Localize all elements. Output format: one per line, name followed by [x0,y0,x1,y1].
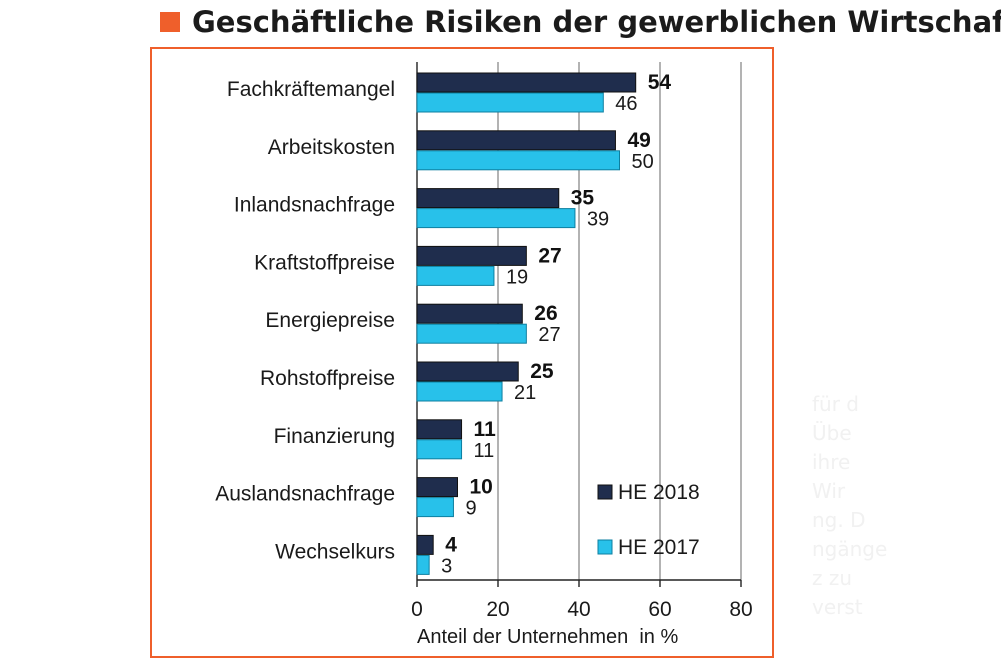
category-label-energiepreise: Energiepreise [265,309,395,332]
bar-2018-inlandsnachfrage [416,188,560,209]
value-label-2017-inlandsnachfrage: 39 [587,209,609,231]
background-faded-text: für d Übe ihre Wir ng. D ngänge z zu ver… [812,392,888,619]
value-label-2018-rohstoffpreise: 25 [530,360,554,383]
value-label-2017-rohstoffpreise: 21 [514,382,536,404]
bar-2017-inlandsnachfrage [416,208,576,229]
chart-title: Geschäftliche Risiken der gewerblichen W… [160,2,1001,42]
bar-2017-kraftstoffpreise [416,265,495,286]
value-label-2017-arbeitskosten: 50 [632,151,654,173]
category-label-auslandsnachfrage: Auslandsnachfrage [215,483,395,506]
value-label-2018-wechselkurs: 4 [445,533,457,556]
legend-swatch-2017 [597,539,613,555]
category-label-wechselkurs: Wechselkurs [275,540,395,563]
bar-2017-finanzierung [416,439,463,460]
bar-2018-rohstoffpreise [416,361,519,382]
value-label-2018-inlandsnachfrage: 35 [571,187,595,210]
value-label-2018-arbeitskosten: 49 [627,129,650,152]
x-tick-label-80: 80 [729,598,752,621]
bar-2018-wechselkurs [416,534,434,555]
legend-label-2017: HE 2017 [618,536,700,559]
bar-2017-wechselkurs [416,554,430,575]
legend-label-2018: HE 2018 [618,481,700,504]
value-label-2018-finanzierung: 11 [474,418,497,441]
value-label-2017-fachkräftemangel: 46 [615,93,637,115]
bar-2018-energiepreise [416,303,523,324]
value-label-2018-energiepreise: 26 [534,302,557,325]
bar-2017-fachkräftemangel [416,92,604,113]
bar-2017-energiepreise [416,323,527,344]
category-label-fachkräftemangel: Fachkräftemangel [227,78,395,101]
x-tick-label-0: 0 [411,598,423,621]
bar-2018-kraftstoffpreise [416,245,527,266]
chart-frame [150,47,774,658]
chart-title-text: Geschäftliche Risiken der gewerblichen W… [192,5,1001,39]
x-tick-label-20: 20 [486,598,509,621]
category-label-finanzierung: Finanzierung [274,425,395,448]
bar-2017-arbeitskosten [416,150,620,171]
value-label-2018-auslandsnachfrage: 10 [470,476,493,499]
legend-swatch-2018 [597,484,613,500]
x-tick-label-40: 40 [567,598,590,621]
title-marker [160,12,180,32]
value-label-2017-finanzierung: 11 [474,440,495,462]
category-label-arbeitskosten: Arbeitskosten [268,136,395,159]
x-tick-label-60: 60 [648,598,671,621]
category-label-rohstoffpreise: Rohstoffpreise [260,367,395,390]
bar-2018-fachkräftemangel [416,72,637,93]
bar-2017-auslandsnachfrage [416,497,454,518]
value-label-2017-wechselkurs: 3 [441,555,452,577]
x-axis-label: Anteil der Unternehmen in % [417,626,678,648]
value-label-2017-auslandsnachfrage: 9 [465,498,476,520]
value-label-2017-energiepreise: 27 [538,324,560,346]
bar-2018-finanzierung [416,419,463,440]
value-label-2018-kraftstoffpreise: 27 [538,244,561,267]
category-label-inlandsnachfrage: Inlandsnachfrage [234,194,395,217]
value-label-2018-fachkräftemangel: 54 [648,71,672,94]
value-label-2017-kraftstoffpreise: 19 [506,266,528,288]
bar-2018-arbeitskosten [416,130,616,151]
bar-2017-rohstoffpreise [416,381,503,402]
bar-2018-auslandsnachfrage [416,477,458,498]
category-label-kraftstoffpreise: Kraftstoffpreise [254,251,395,274]
